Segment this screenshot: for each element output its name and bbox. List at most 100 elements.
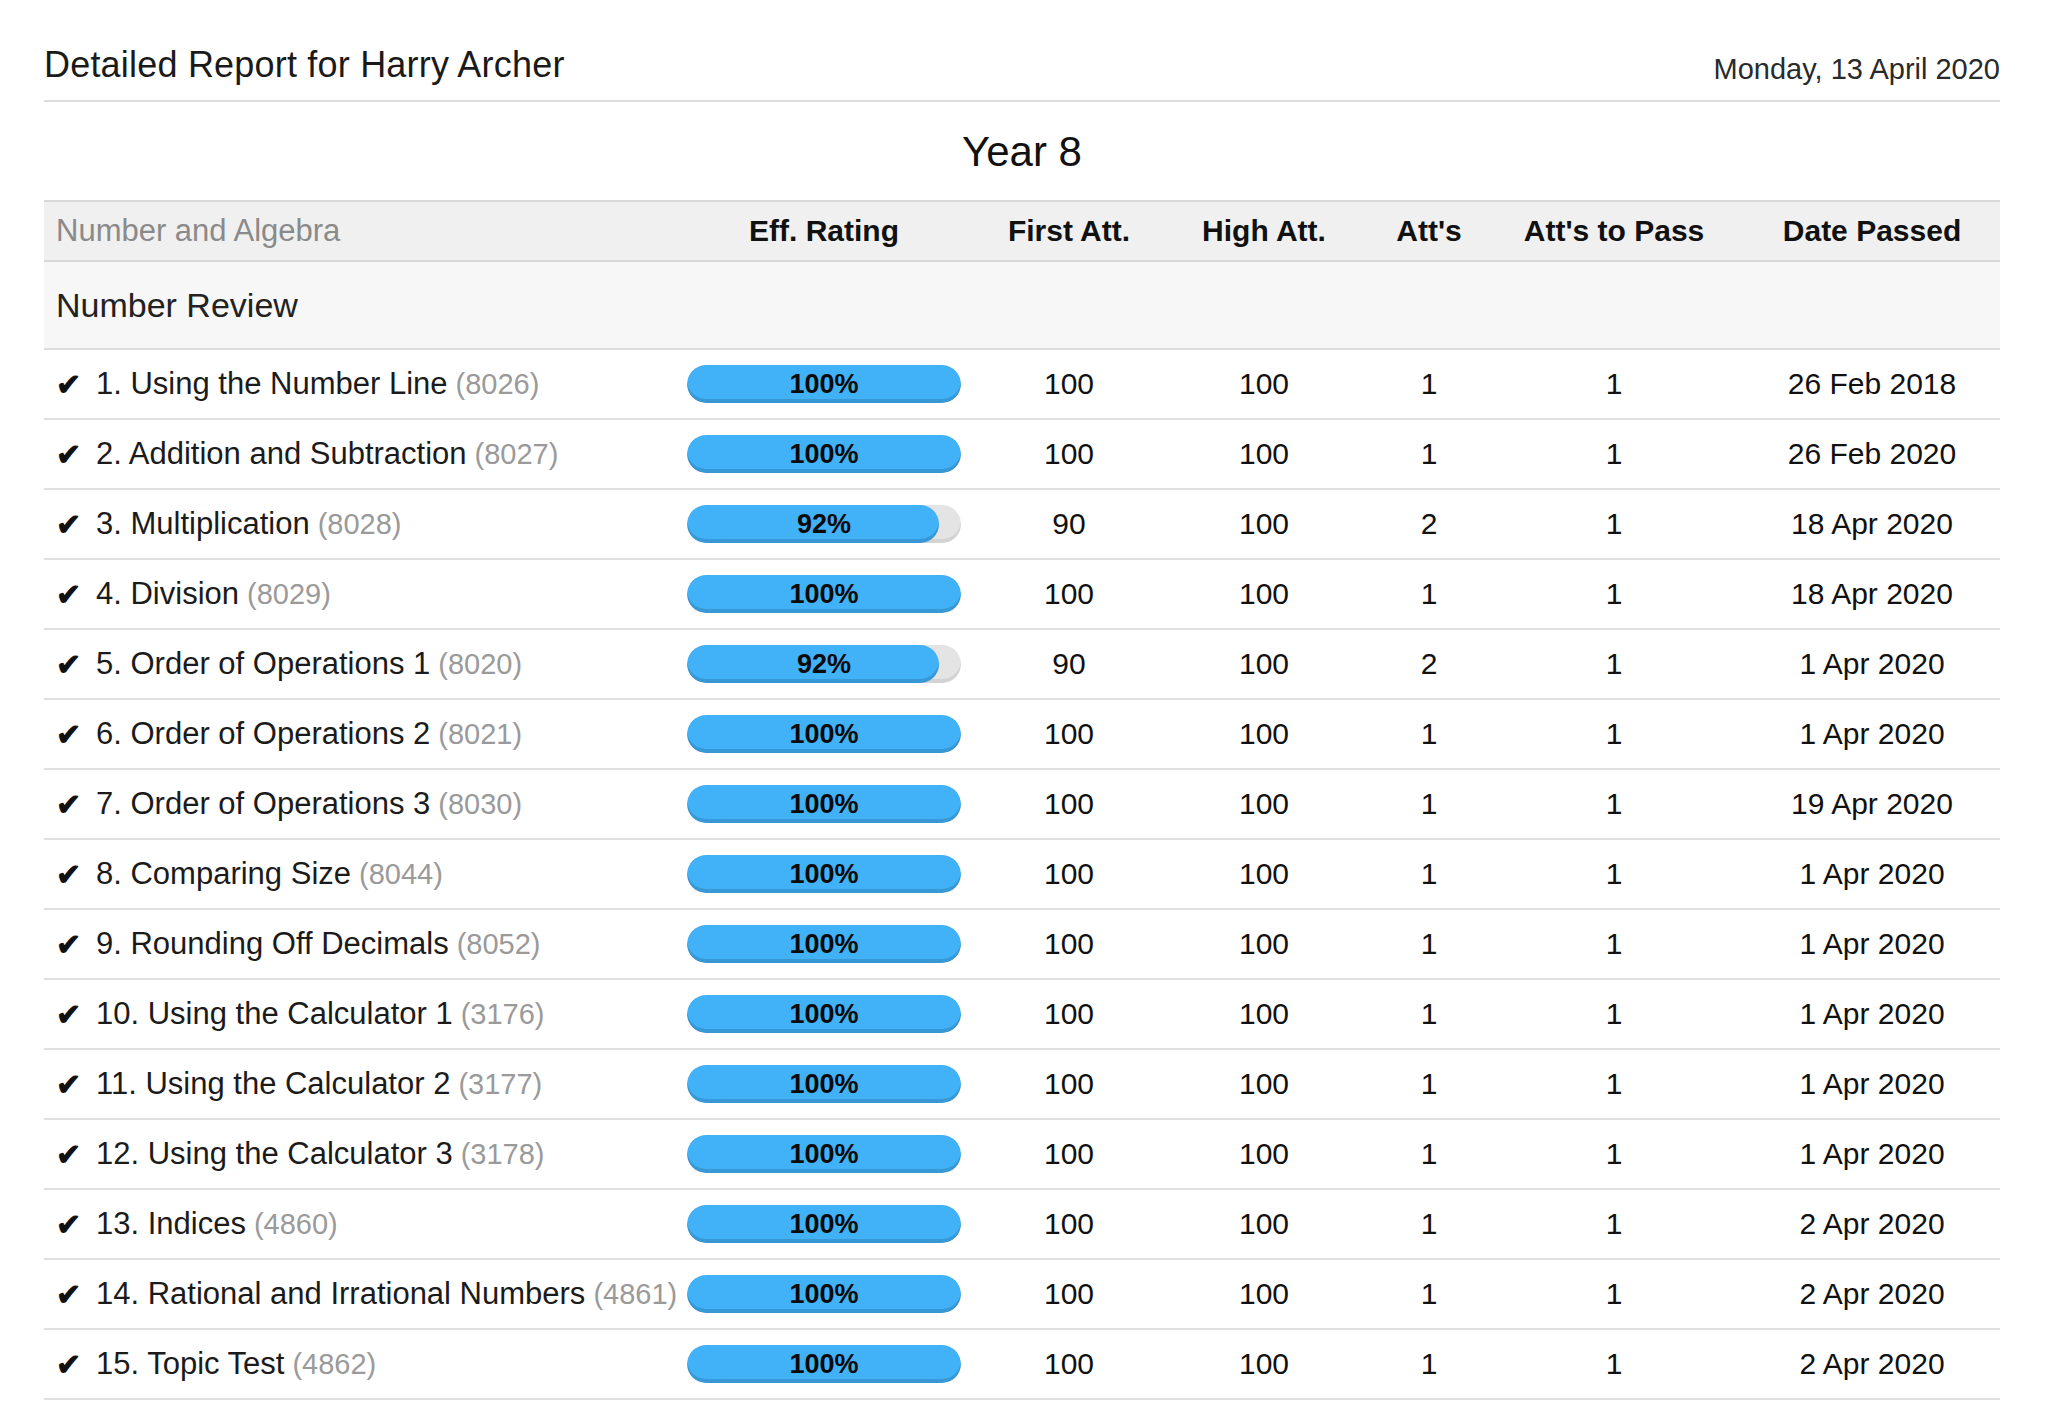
rating-bar-track: 100% [687, 575, 961, 613]
table-row: ✔ 3. Multiplication(8028) 92% 90 100 2 1… [44, 490, 2000, 560]
report-page: Detailed Report for Harry Archer Monday,… [0, 0, 2052, 1420]
topic-code: (8044) [359, 858, 443, 890]
high-att-cell: 100 [1154, 577, 1374, 611]
high-att-cell: 100 [1154, 437, 1374, 471]
atts-cell: 1 [1374, 1277, 1484, 1311]
first-att-cell: 100 [984, 577, 1154, 611]
date-passed-cell: 18 Apr 2020 [1744, 577, 2000, 611]
high-att-cell: 100 [1154, 717, 1374, 751]
column-header-date-passed: Date Passed [1744, 214, 2000, 248]
passed-check-icon: ✔ [56, 577, 96, 612]
section-header-row: Number Review [44, 262, 2000, 350]
topic-cell: ✔ 13. Indices(4860) [44, 1206, 664, 1242]
atts-cell: 2 [1374, 507, 1484, 541]
first-att-cell: 100 [984, 1207, 1154, 1241]
topic-code: (8021) [438, 718, 522, 750]
topic-label: 4. Division [96, 576, 239, 611]
topic-code: (3176) [461, 998, 545, 1030]
section-title: Number Review [44, 286, 298, 325]
rating-bar-label: 100% [687, 575, 961, 613]
topic-name: 11. Using the Calculator 2(3177) [96, 1066, 542, 1102]
topic-label: 8. Comparing Size [96, 856, 351, 891]
rating-bar-label: 92% [687, 505, 961, 543]
table-row: ✔ 15. Topic Test(4862) 100% 100 100 1 1 … [44, 1330, 2000, 1400]
rating-bar-label: 100% [687, 435, 961, 473]
rating-bar-track: 100% [687, 995, 961, 1033]
date-passed-cell: 26 Feb 2018 [1744, 367, 2000, 401]
report-date: Monday, 13 April 2020 [1714, 53, 2000, 86]
column-header-high-att: High Att. [1154, 214, 1374, 248]
atts-to-pass-cell: 1 [1484, 647, 1744, 681]
table-row: ✔ 13. Indices(4860) 100% 100 100 1 1 2 A… [44, 1190, 2000, 1260]
topic-cell: ✔ 10. Using the Calculator 1(3176) [44, 996, 664, 1032]
table-row: ✔ 7. Order of Operations 3(8030) 100% 10… [44, 770, 2000, 840]
rating-bar-track: 92% [687, 645, 961, 683]
date-passed-cell: 1 Apr 2020 [1744, 1137, 2000, 1171]
high-att-cell: 100 [1154, 997, 1374, 1031]
atts-to-pass-cell: 1 [1484, 717, 1744, 751]
rating-bar-track: 100% [687, 1275, 961, 1313]
passed-check-icon: ✔ [56, 1137, 96, 1172]
table-row: ✔ 14. Rational and Irrational Numbers(48… [44, 1260, 2000, 1330]
topic-cell: ✔ 15. Topic Test(4862) [44, 1346, 664, 1382]
atts-cell: 1 [1374, 927, 1484, 961]
atts-to-pass-cell: 1 [1484, 927, 1744, 961]
atts-to-pass-cell: 1 [1484, 507, 1744, 541]
topic-code: (4862) [292, 1348, 376, 1380]
atts-to-pass-cell: 1 [1484, 577, 1744, 611]
rating-bar-label: 100% [687, 1065, 961, 1103]
topic-name: 15. Topic Test(4862) [96, 1346, 376, 1382]
topic-name: 4. Division(8029) [96, 576, 331, 612]
first-att-cell: 100 [984, 1067, 1154, 1101]
rating-bar-label: 100% [687, 995, 961, 1033]
atts-cell: 1 [1374, 997, 1484, 1031]
high-att-cell: 100 [1154, 647, 1374, 681]
topic-label: 15. Topic Test [96, 1346, 284, 1381]
topic-label: 1. Using the Number Line [96, 366, 448, 401]
rating-bar-track: 92% [687, 505, 961, 543]
date-passed-cell: 1 Apr 2020 [1744, 997, 2000, 1031]
atts-to-pass-cell: 1 [1484, 857, 1744, 891]
topic-name: 7. Order of Operations 3(8030) [96, 786, 522, 822]
eff-rating-cell: 100% [664, 1205, 984, 1243]
table-body: ✔ 1. Using the Number Line(8026) 100% 10… [44, 350, 2000, 1400]
topic-cell: ✔ 9. Rounding Off Decimals(8052) [44, 926, 664, 962]
topic-code: (8029) [247, 578, 331, 610]
first-att-cell: 100 [984, 997, 1154, 1031]
rating-bar-label: 100% [687, 855, 961, 893]
topic-cell: ✔ 4. Division(8029) [44, 576, 664, 612]
topic-code: (8027) [475, 438, 559, 470]
date-passed-cell: 1 Apr 2020 [1744, 1067, 2000, 1101]
topic-label: 14. Rational and Irrational Numbers [96, 1276, 585, 1311]
topic-label: 10. Using the Calculator 1 [96, 996, 453, 1031]
topic-label: 9. Rounding Off Decimals [96, 926, 449, 961]
high-att-cell: 100 [1154, 787, 1374, 821]
rating-bar-label: 100% [687, 925, 961, 963]
topic-code: (3178) [461, 1138, 545, 1170]
table-row: ✔ 11. Using the Calculator 2(3177) 100% … [44, 1050, 2000, 1120]
atts-to-pass-cell: 1 [1484, 367, 1744, 401]
date-passed-cell: 2 Apr 2020 [1744, 1207, 2000, 1241]
topic-cell: ✔ 8. Comparing Size(8044) [44, 856, 664, 892]
topic-name: 10. Using the Calculator 1(3176) [96, 996, 545, 1032]
topic-cell: ✔ 3. Multiplication(8028) [44, 506, 664, 542]
passed-check-icon: ✔ [56, 647, 96, 682]
atts-cell: 1 [1374, 367, 1484, 401]
rating-bar-label: 100% [687, 1135, 961, 1173]
high-att-cell: 100 [1154, 1207, 1374, 1241]
topic-cell: ✔ 5. Order of Operations 1(8020) [44, 646, 664, 682]
table-header-row: Number and Algebra Eff. Rating First Att… [44, 200, 2000, 262]
table-row: ✔ 12. Using the Calculator 3(3178) 100% … [44, 1120, 2000, 1190]
atts-to-pass-cell: 1 [1484, 787, 1744, 821]
high-att-cell: 100 [1154, 1137, 1374, 1171]
topic-name: 13. Indices(4860) [96, 1206, 338, 1242]
topic-name: 14. Rational and Irrational Numbers(4861… [96, 1276, 677, 1312]
rating-bar-track: 100% [687, 785, 961, 823]
first-att-cell: 100 [984, 1277, 1154, 1311]
year-heading: Year 8 [44, 128, 2000, 176]
high-att-cell: 100 [1154, 1067, 1374, 1101]
date-passed-cell: 1 Apr 2020 [1744, 717, 2000, 751]
atts-to-pass-cell: 1 [1484, 437, 1744, 471]
topic-cell: ✔ 14. Rational and Irrational Numbers(48… [44, 1276, 664, 1312]
page-title: Detailed Report for Harry Archer [44, 44, 565, 86]
